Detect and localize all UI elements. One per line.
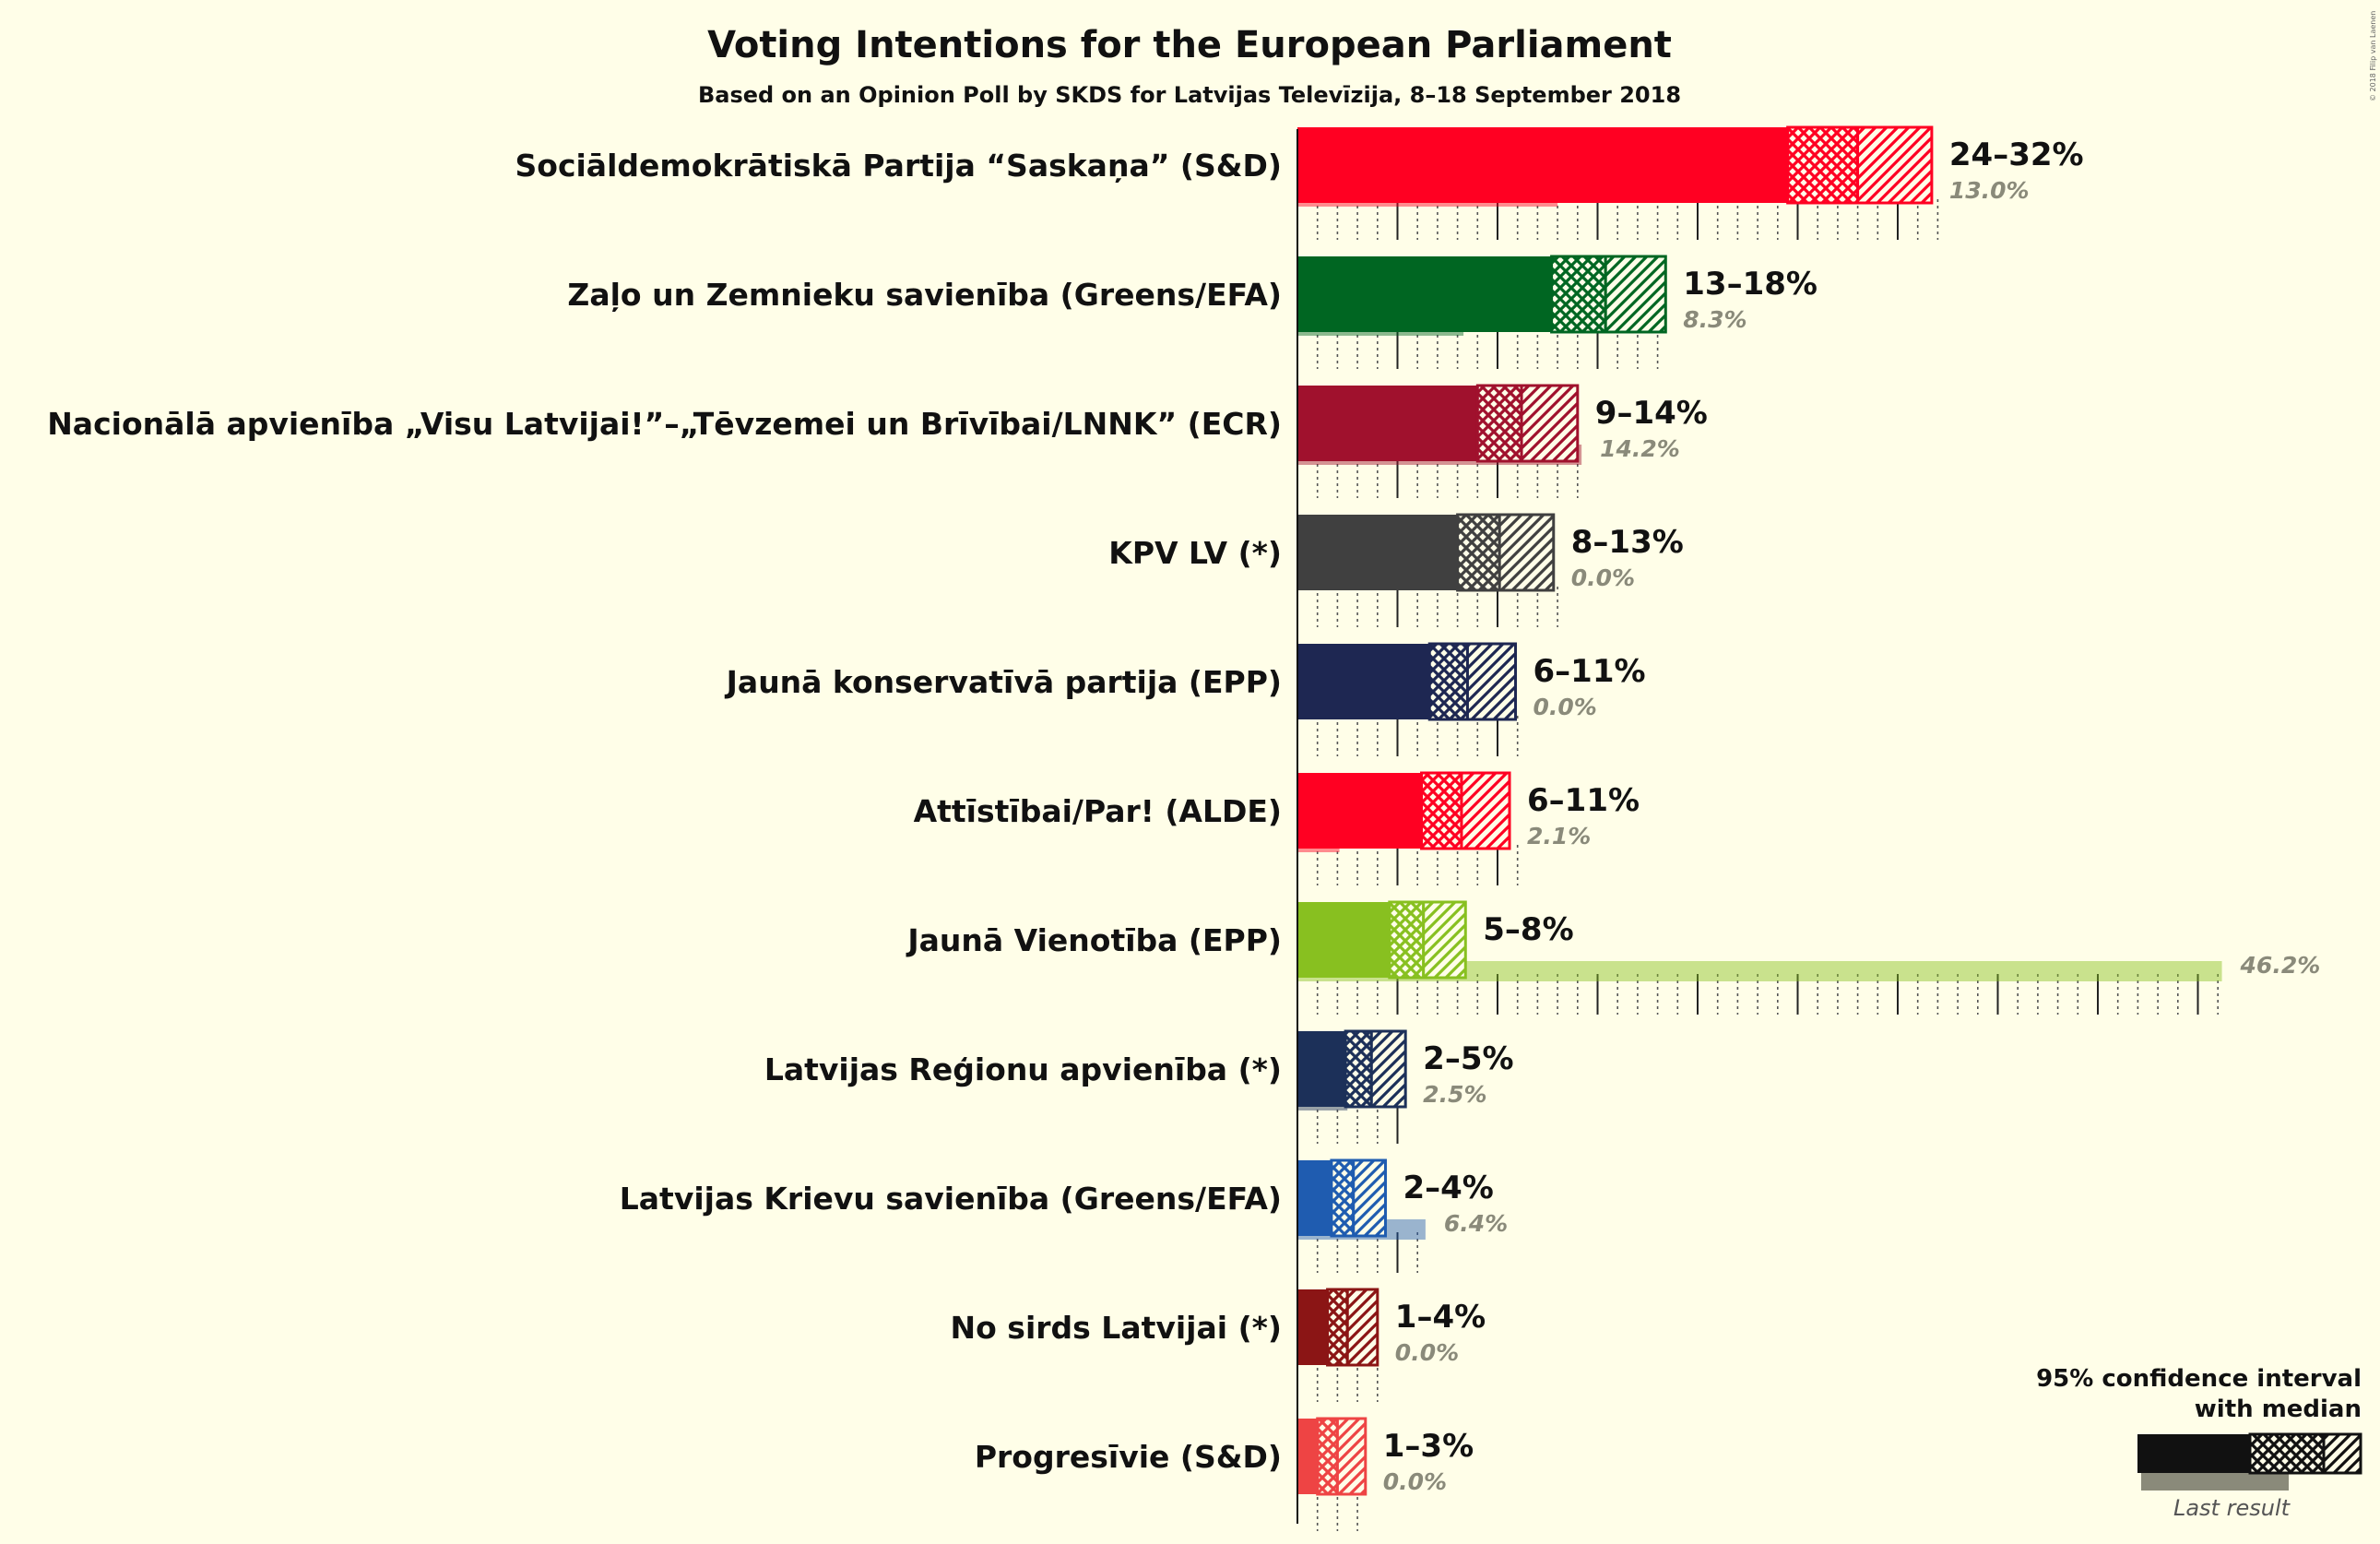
bar-hatch (1345, 1288, 1379, 1367)
legend-solid-bar (2137, 1434, 2250, 1473)
bar-hatch (1369, 1029, 1407, 1109)
ticks-8 (1316, 1232, 1418, 1273)
bar-hatch (1460, 771, 1511, 850)
bar-crosshatch (1550, 255, 1607, 334)
party-label: Sociāldemokrātiskā Partija “Saskaņa” (S&… (515, 148, 1283, 184)
party-label: Progresīvie (S&D) (975, 1439, 1282, 1475)
legend-title-line1: 95% confidence interval (2036, 1365, 2362, 1393)
party-label: No sirds Latvijai (*) (951, 1310, 1282, 1346)
ticks-9 (1316, 1361, 1379, 1402)
bar-crosshatch (1388, 900, 1426, 980)
bar-solid (1297, 1031, 1346, 1107)
last-result-label: 0.0% (1383, 1468, 1447, 1495)
party-label: KPV LV (*) (1108, 535, 1282, 571)
last-result-label: 6.4% (1444, 1210, 1508, 1237)
ticks-4 (1316, 716, 1519, 756)
legend-crosshatch-bar (2248, 1432, 2326, 1475)
bar-solid (1297, 386, 1478, 461)
last-result-label: 46.2% (2240, 952, 2321, 979)
ticks-6 (1316, 974, 2219, 1015)
bar-hatch (1422, 900, 1467, 980)
bar-solid (1297, 127, 1788, 203)
bar-crosshatch (1786, 125, 1860, 205)
ticks-3 (1316, 587, 1558, 627)
party-label: Jaunā Vienotība (EPP) (906, 922, 1282, 958)
bar-crosshatch (1420, 771, 1463, 850)
ticks-7 (1316, 1103, 1399, 1144)
party-label: Nacionālā apvienība „Visu Latvijai!”–„Tē… (47, 406, 1282, 442)
range-label: 8–13% (1571, 524, 1684, 561)
bar-hatch (1335, 1417, 1368, 1496)
legend-last-result-bar (2141, 1469, 2289, 1491)
ticks-0 (1316, 199, 1939, 240)
bar-solid (1297, 256, 1552, 332)
range-label: 2–4% (1403, 1170, 1493, 1206)
last-result-label: 0.0% (1533, 694, 1597, 720)
bar-hatch (1498, 513, 1556, 592)
legend-hatch-bar (2322, 1432, 2362, 1475)
last-result-label: 2.5% (1423, 1081, 1486, 1108)
range-label: 6–11% (1533, 653, 1646, 690)
last-result-label: 13.0% (1949, 177, 2030, 204)
last-result-label: 8.3% (1683, 306, 1747, 333)
ticks-2 (1316, 457, 1579, 498)
range-label: 13–18% (1683, 266, 1818, 303)
bar-crosshatch (1326, 1288, 1349, 1367)
bar-crosshatch (1475, 384, 1523, 463)
last-result-label: 14.2% (1600, 435, 1680, 462)
bar-crosshatch (1330, 1158, 1356, 1238)
bars-layer: Sociāldemokrātiskā Partija “Saskaņa” (S&… (47, 125, 2321, 1531)
ticks-10 (1316, 1491, 1358, 1531)
last-result-label: 0.0% (1571, 564, 1635, 591)
copyright: © 2018 Filip van Laenen (2369, 11, 2377, 101)
range-label: 9–14% (1595, 395, 1708, 432)
bar-solid (1297, 515, 1458, 590)
legend-last-result-label: Last result (2173, 1495, 2291, 1521)
party-label: Latvijas Krievu savienība (Greens/EFA) (620, 1181, 1282, 1217)
legend-title-line2: with median (2195, 1396, 2362, 1423)
bar-solid (1297, 773, 1422, 849)
last-result-bar (1297, 961, 2222, 981)
bar-hatch (1604, 255, 1667, 334)
bar-crosshatch (1316, 1417, 1339, 1496)
range-label: 5–8% (1483, 911, 1573, 948)
chart-title: Voting Intentions for the European Parli… (707, 24, 1672, 66)
ticks-1 (1316, 328, 1659, 369)
bar-solid (1297, 1289, 1328, 1365)
party-label: Latvijas Reģionu apvienība (*) (764, 1051, 1282, 1087)
last-result-label: 0.0% (1395, 1339, 1459, 1366)
bar-hatch (1856, 125, 1934, 205)
bar-crosshatch (1427, 642, 1469, 721)
bar-solid (1297, 644, 1430, 719)
bar-solid (1297, 1160, 1332, 1236)
party-label: Zaļo un Zemnieku savienība (Greens/EFA) (567, 277, 1282, 313)
bar-solid (1297, 1419, 1318, 1494)
bar-hatch (1352, 1158, 1387, 1238)
bar-hatch (1465, 642, 1518, 721)
range-label: 24–32% (1949, 137, 2084, 173)
ticks-5 (1316, 845, 1519, 885)
bar-solid (1297, 902, 1390, 978)
bar-hatch (1520, 384, 1580, 463)
bar-crosshatch (1344, 1029, 1373, 1109)
party-label: Attīstībai/Par! (ALDE) (914, 793, 1282, 829)
legend: 95% confidence interval with median Last… (2036, 1365, 2362, 1521)
range-label: 6–11% (1527, 782, 1640, 819)
range-label: 1–4% (1395, 1299, 1486, 1336)
range-label: 1–3% (1383, 1428, 1474, 1465)
party-label: Jaunā konservatīvā partija (EPP) (725, 664, 1282, 700)
bar-crosshatch (1456, 513, 1501, 592)
last-result-label: 2.1% (1527, 823, 1591, 849)
chart-subtitle: Based on an Opinion Poll by SKDS for Lat… (698, 82, 1681, 108)
range-label: 2–5% (1423, 1040, 1513, 1077)
